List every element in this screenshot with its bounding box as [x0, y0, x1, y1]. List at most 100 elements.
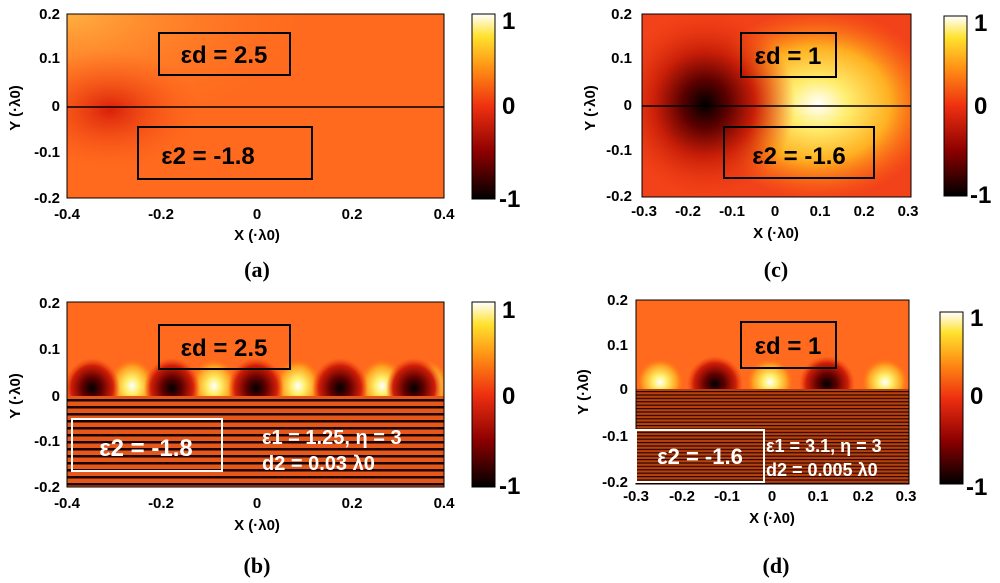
colorbar-tick: 1	[502, 8, 515, 35]
panel-c-field-map	[642, 14, 911, 197]
xtick: 0	[253, 206, 261, 223]
colorbar-tick: -1	[499, 186, 520, 213]
panel-b-box-dielectric	[158, 324, 291, 370]
ytick: -0.2	[34, 190, 60, 207]
panel-a-colorbar	[471, 13, 496, 200]
xtick: -0.3	[631, 203, 657, 220]
xtick: -0.4	[54, 495, 81, 512]
panel-d-xlabel: X (·λ0)	[749, 510, 795, 527]
panel-d-xticks: -0.3 -0.2 -0.1 0 0.1 0.2 0.3	[623, 488, 916, 505]
panel-a-axes-frame	[66, 13, 445, 199]
panel-c-colorbar	[943, 15, 968, 197]
panel-c-box-dielectric	[740, 32, 837, 78]
colorbar-tick: 1	[502, 297, 515, 324]
xtick: 0.4	[434, 206, 456, 223]
ytick: 0	[52, 388, 60, 405]
panel-c-label-metal: ε2 = -1.6	[752, 143, 845, 170]
xtick: -0.2	[675, 203, 701, 220]
panel-a-xticks: -0.4 -0.2 0 0.2 0.4	[54, 206, 455, 223]
xtick: 0	[253, 495, 261, 512]
panel-b-colorbar	[471, 301, 496, 488]
panel-b-yticks: 0.2 0.1 0 -0.1 -0.2	[34, 295, 60, 496]
panel-a-colorbar-ticks: 1 0 -1	[499, 8, 520, 213]
panel-a-caption: (a)	[244, 257, 270, 282]
xtick: -0.2	[669, 488, 695, 505]
ytick: 0	[52, 98, 60, 115]
ytick: 0.1	[607, 337, 628, 354]
panel-a-field-map	[67, 14, 444, 198]
colorbar-tick: -1	[499, 473, 520, 500]
xtick: 0.3	[896, 488, 917, 505]
ytick: 0.1	[39, 50, 60, 67]
xtick: -0.4	[54, 206, 81, 223]
ytick: -0.1	[602, 428, 628, 445]
panel-c-yticks: 0.2 0.1 0 -0.1 -0.2	[606, 6, 632, 205]
xtick: 0.2	[342, 495, 363, 512]
colorbar-tick: -1	[966, 474, 987, 501]
ytick: -0.2	[606, 188, 632, 205]
panel-c-label-dielectric: εd = 1	[755, 43, 822, 70]
ytick: 0.1	[611, 50, 632, 67]
panel-d-ylabel: Y (·λ0)	[575, 369, 592, 415]
panel-c-xlabel: X (·λ0)	[753, 225, 799, 242]
panel-d-box-dielectric	[740, 321, 837, 369]
colorbar-tick: 0	[974, 93, 987, 120]
panel-d: εd = 1 ε2 = -1.6 ε1 = 3.1, η = 3 d2 = 0.…	[575, 292, 987, 578]
ytick: 0.2	[611, 6, 632, 23]
xtick: 0	[771, 203, 779, 220]
panel-c-colorbar-ticks: 1 0 -1	[970, 10, 991, 209]
panel-a-box-metal	[137, 126, 313, 180]
colorbar-tick: 0	[502, 383, 515, 410]
panel-b: εd = 2.5 ε2 = -1.8 ε1 = 1.25, η = 3 d2 =…	[7, 295, 520, 578]
xtick: 0.4	[434, 495, 456, 512]
ytick: -0.2	[34, 479, 60, 496]
panel-a-xlabel: X (·λ0)	[234, 227, 280, 244]
xtick: 0.2	[342, 206, 363, 223]
panel-a-label-metal: ε2 = -1.8	[161, 143, 254, 170]
ytick: 0.2	[39, 6, 60, 23]
xtick: -0.1	[719, 203, 745, 220]
ytick: -0.1	[34, 433, 60, 450]
panel-a-box-dielectric	[158, 32, 291, 76]
ytick: -0.1	[34, 144, 60, 161]
panel-c: εd = 1 ε2 = -1.6 0.2 0.1 0 -0.1 -0.2 -0.…	[582, 6, 991, 282]
xtick: -0.2	[148, 495, 174, 512]
xtick: 0.1	[808, 488, 829, 505]
xtick: 0.3	[898, 203, 919, 220]
ytick: 0.2	[607, 292, 628, 309]
panel-c-ylabel: Y (·λ0)	[582, 85, 599, 131]
panel-b-axes-frame	[66, 301, 445, 488]
panel-b-params-line2: d2 = 0.03 λ0	[262, 453, 375, 475]
xtick: 0.1	[810, 203, 831, 220]
panel-a-label-dielectric: εd = 2.5	[181, 42, 268, 69]
panel-d-box-metal	[635, 429, 765, 483]
panel-a-yticks: 0.2 0.1 0 -0.1 -0.2	[34, 6, 60, 207]
panel-b-box-metal	[71, 418, 223, 472]
panel-d-field-map	[636, 300, 909, 484]
ytick: 0	[620, 381, 628, 398]
ytick: -0.1	[606, 142, 632, 159]
panel-d-label-metal: ε2 = -1.6	[657, 444, 743, 469]
xtick: -0.3	[623, 488, 649, 505]
panel-b-caption: (b)	[244, 553, 271, 578]
panel-b-field-map	[67, 302, 444, 487]
colorbar-tick: 1	[970, 305, 983, 332]
panel-d-colorbar	[939, 311, 964, 485]
panel-b-xlabel: X (·λ0)	[234, 517, 280, 534]
colorbar-tick: 1	[974, 10, 987, 37]
ytick: 0.2	[39, 295, 60, 312]
xtick: 0.2	[854, 203, 875, 220]
panel-c-box-metal	[723, 126, 875, 179]
xtick: 0	[768, 488, 776, 505]
panel-b-params-line1: ε1 = 1.25, η = 3	[262, 427, 402, 449]
panel-b-label-dielectric: εd = 2.5	[181, 335, 268, 362]
panel-d-params-line1: ε1 = 3.1, η = 3	[766, 436, 882, 456]
panel-b-label-metal: ε2 = -1.8	[99, 435, 192, 462]
ytick: -0.2	[602, 474, 628, 491]
colorbar-tick: -1	[970, 182, 991, 209]
panel-d-axes-frame	[635, 299, 910, 485]
ytick: 0	[624, 97, 632, 114]
xtick: 0.2	[853, 488, 874, 505]
panel-c-xticks: -0.3 -0.2 -0.1 0 0.1 0.2 0.3	[631, 203, 918, 220]
